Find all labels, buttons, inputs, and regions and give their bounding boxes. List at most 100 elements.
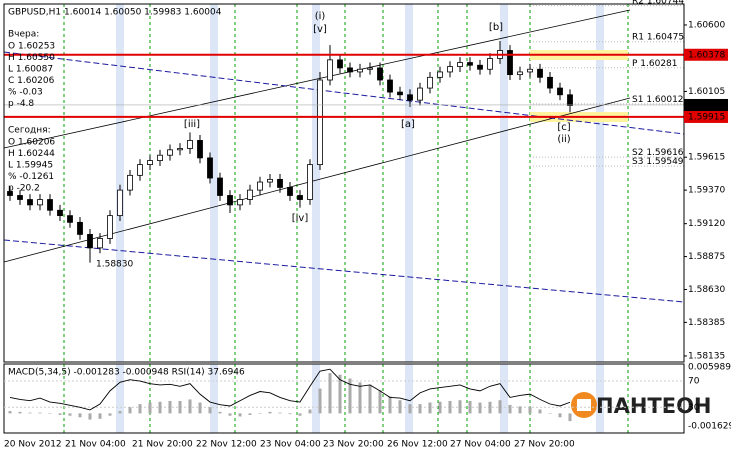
candle-body xyxy=(307,164,313,200)
candle-body xyxy=(207,157,213,179)
macd-bar xyxy=(378,390,382,414)
candle-body xyxy=(117,189,123,217)
y-tick-label: 1.59615 xyxy=(688,153,725,163)
candle-body xyxy=(237,199,243,206)
candle-body xyxy=(137,164,143,176)
macd-bar xyxy=(108,413,112,416)
macd-bar xyxy=(328,373,332,414)
macd-bar xyxy=(188,399,192,414)
level-label: 1.60378 xyxy=(688,50,725,60)
pivot-name: P xyxy=(632,58,640,68)
macd-bar xyxy=(38,412,42,414)
low-label: 1.58830 xyxy=(96,260,133,270)
level-box xyxy=(684,48,728,61)
macd-bar xyxy=(58,413,62,415)
macd-bar xyxy=(158,401,162,414)
y-tick-label: 1.58135 xyxy=(688,351,725,361)
info-line: C 1.60206 xyxy=(8,76,55,86)
macd-bar xyxy=(298,413,302,416)
pivot-label: P 1.60281 xyxy=(632,58,678,68)
macd-bar xyxy=(68,413,72,416)
candle-body xyxy=(457,62,463,67)
candle-body xyxy=(387,79,393,93)
x-tick-label: 21 Nov 20:00 xyxy=(132,440,193,450)
macd-bar xyxy=(208,407,212,414)
pivot-label: R1 1.60475 xyxy=(632,32,684,42)
macd-bar xyxy=(178,400,182,414)
macd-bar xyxy=(228,413,232,416)
indicator-title: MACD(5,34,5) -0.001283 -0.000948 RSI(14)… xyxy=(8,368,245,378)
macd-bar xyxy=(388,396,392,414)
candle-body xyxy=(167,149,173,156)
pivot-value: 1.60281 xyxy=(640,58,677,68)
candle-body xyxy=(467,62,473,66)
macd-bar xyxy=(118,411,122,414)
info-line: p -20.2 xyxy=(8,184,40,194)
macd-bar xyxy=(428,402,432,414)
wave-label: [iv] xyxy=(292,213,309,224)
info-line: H 1.60244 xyxy=(8,149,55,159)
candle-body xyxy=(77,221,83,235)
candle-body xyxy=(297,195,303,200)
macd-bar xyxy=(98,413,102,419)
candle-body xyxy=(37,199,43,206)
macd-bar xyxy=(308,409,312,414)
x-tick-label: 27 Nov 04:00 xyxy=(450,440,511,450)
wave-label: [c] xyxy=(557,122,570,133)
pivot-label: S2 1.59616 xyxy=(632,148,684,158)
candle-body xyxy=(217,177,223,196)
macd-bar xyxy=(28,412,32,414)
rsi-line xyxy=(9,368,571,411)
wave-label: [a] xyxy=(401,119,415,130)
candle-body xyxy=(267,178,273,183)
session-bands xyxy=(116,4,604,433)
candle-body xyxy=(357,68,363,73)
candle-body xyxy=(277,178,283,188)
candle-body xyxy=(407,94,413,101)
pivot-label: S3 1.59549 xyxy=(632,157,684,167)
candle-body xyxy=(377,67,383,81)
macd-bar xyxy=(128,407,132,414)
macd-bar xyxy=(438,401,442,414)
candle-body xyxy=(347,67,353,73)
candle-body xyxy=(27,199,33,206)
info-line: p -4.8 xyxy=(8,99,34,109)
candle-body xyxy=(247,189,253,200)
main-frame xyxy=(3,3,685,363)
info-line: O 1.60206 xyxy=(8,138,55,148)
candle-body xyxy=(157,154,163,161)
macd-bar xyxy=(18,411,22,414)
info-line: H 1.60550 xyxy=(8,53,55,63)
last-price-label: 1.60004 xyxy=(688,100,725,110)
y-tick-label: 1.60600 xyxy=(688,20,725,30)
trend-lines xyxy=(3,9,685,303)
macd-bar xyxy=(88,413,92,420)
macd-bar xyxy=(568,413,572,422)
x-tick-label: 23 Nov 20:00 xyxy=(323,440,384,450)
time-axis: 20 Nov 2012 21 Nov 04:00 21 Nov 20:00 22… xyxy=(4,440,575,450)
y-tick-label: 1.58630 xyxy=(688,285,725,295)
macd-bar xyxy=(218,411,222,414)
wave-label: (ii) xyxy=(557,134,570,145)
candle-body xyxy=(227,195,233,206)
macd-bar xyxy=(48,413,52,414)
pivot-name: S2 xyxy=(632,148,646,158)
info-line: L 1.60087 xyxy=(8,65,53,75)
macd-bar xyxy=(258,413,262,414)
pivot-value: 1.60475 xyxy=(647,32,684,42)
macd-bar xyxy=(548,413,552,414)
candle-body xyxy=(257,181,263,191)
macd-bar xyxy=(138,404,142,414)
macd-bar xyxy=(198,402,202,414)
macd-bar xyxy=(288,413,292,415)
x-tick-label: 21 Nov 04:00 xyxy=(65,440,126,450)
macd-bar xyxy=(398,400,402,414)
candle-body xyxy=(97,238,103,249)
macd-bar xyxy=(498,400,502,414)
candle-body xyxy=(317,79,323,166)
candle-body xyxy=(397,91,403,96)
logo: ПАНТЕОН xyxy=(571,392,712,418)
candle-body xyxy=(367,67,373,70)
candle-body xyxy=(417,87,423,101)
wave-label: [v] xyxy=(313,24,327,35)
